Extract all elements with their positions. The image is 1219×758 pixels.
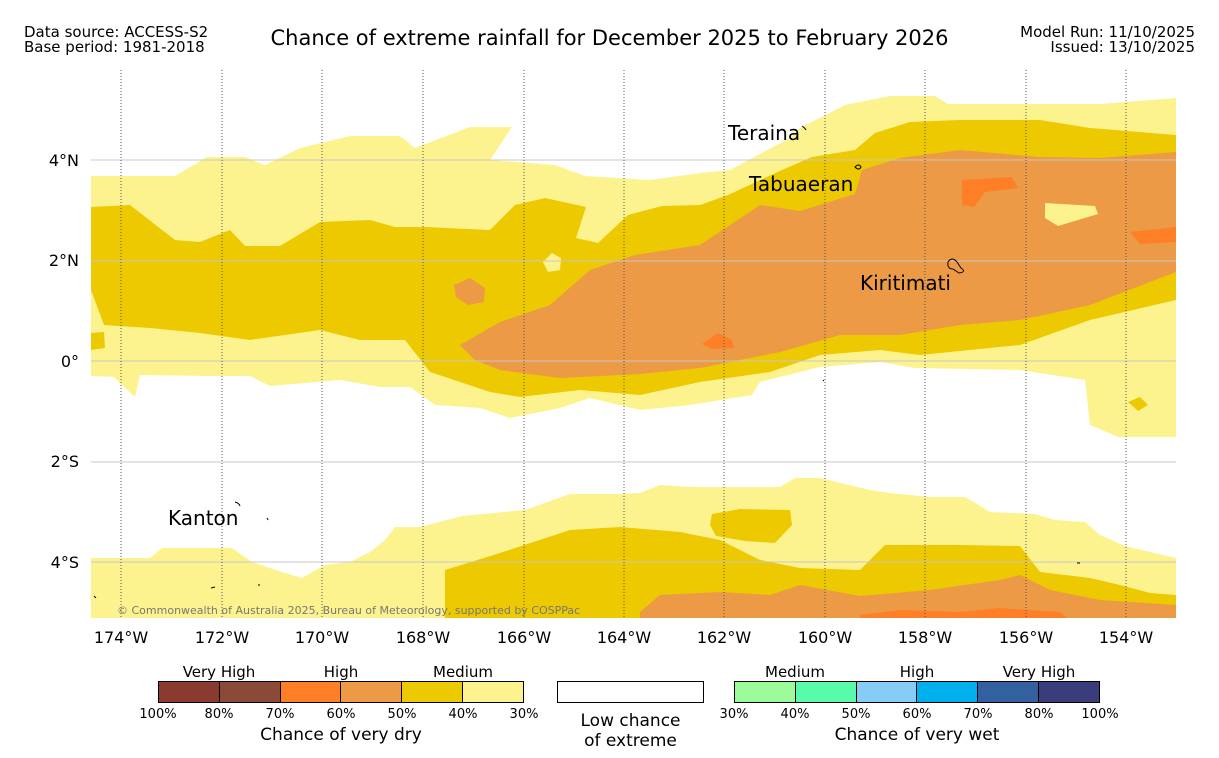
- south-patch-60-70: [860, 608, 1068, 618]
- dry-swatch-70-80: [219, 682, 281, 702]
- south-patch-40-50: [710, 509, 792, 543]
- wet-caption: Chance of very wet: [834, 725, 1000, 745]
- north-patch-60-70: [962, 177, 1018, 207]
- dry-swatch-50-60: [341, 682, 403, 702]
- lon-label-154w: 154°W: [1098, 628, 1154, 647]
- north-zone-50-60: [460, 150, 1176, 378]
- north-patch-30-40: [1045, 203, 1098, 226]
- copyright-notice: © Commonwealth of Australia 2025, Bureau…: [117, 604, 581, 617]
- north-patch-60-70: [1130, 227, 1176, 244]
- dry-tick-80: 80%: [204, 707, 234, 722]
- wet-swatch-50-60: [856, 682, 918, 702]
- dry-group-medium: Medium: [433, 663, 493, 681]
- wet-swatch-80-100: [1039, 682, 1099, 702]
- issued-label: Issued: 13/10/2025: [1050, 38, 1195, 56]
- longitude-gridlines: [120, 70, 1127, 618]
- wet-tick-50: 50%: [841, 707, 871, 722]
- wet-tick-70: 70%: [963, 707, 993, 722]
- wet-group-very-high: Very High: [1002, 663, 1076, 681]
- latitude-gridlines: [91, 159, 1176, 563]
- dry-group-high: High: [323, 663, 359, 681]
- data-source-label: Data source: ACCESS-S2: [24, 23, 209, 41]
- base-period-label: Base period: 1981-2018: [24, 38, 205, 56]
- place-label-kiritimati: Kiritimati: [860, 271, 951, 295]
- lon-label-162w: 162°W: [696, 628, 752, 647]
- lat-label-2n: 2°N: [48, 251, 79, 270]
- wet-colorbar: [734, 681, 1100, 703]
- lon-label-164w: 164°W: [596, 628, 652, 647]
- low-chance-line2: of extreme: [584, 731, 677, 751]
- dry-tick-30: 30%: [509, 707, 539, 722]
- low-chance-swatch: [557, 681, 704, 703]
- lon-label-168w: 168°W: [395, 628, 451, 647]
- lon-label-174w: 174°W: [93, 628, 149, 647]
- lon-label-156w: 156°W: [998, 628, 1054, 647]
- dry-swatch-80-100: [159, 682, 220, 702]
- lon-label-158w: 158°W: [897, 628, 953, 647]
- dry-colorbar: [158, 681, 524, 703]
- wet-swatch-60-70: [917, 682, 979, 702]
- dry-tick-70: 70%: [265, 707, 295, 722]
- dry-tick-60: 60%: [326, 707, 356, 722]
- south-zone-50-60: [640, 575, 1176, 618]
- dry-group-very-high: Very High: [182, 663, 256, 681]
- place-label-kanton: Kanton: [168, 506, 239, 530]
- wet-group-high: High: [899, 663, 935, 681]
- dry-swatch-60-70: [280, 682, 342, 702]
- wet-swatch-70-80: [978, 682, 1040, 702]
- dry-swatch-30-40: [463, 682, 523, 702]
- low-chance-line1: Low chance: [580, 711, 681, 731]
- place-label-tabuaeran: Tabuaeran: [749, 172, 854, 196]
- lon-label-160w: 160°W: [797, 628, 853, 647]
- dry-swatch-40-50: [402, 682, 464, 702]
- dry-tick-50: 50%: [387, 707, 417, 722]
- lat-label-2s: 2°S: [50, 452, 79, 471]
- wet-tick-100: 100%: [1081, 707, 1119, 722]
- lon-label-166w: 166°W: [496, 628, 552, 647]
- lat-label-4s: 4°S: [50, 553, 79, 572]
- dry-tick-40: 40%: [448, 707, 478, 722]
- map-title: Chance of extreme rainfall for December …: [270, 26, 949, 50]
- wet-tick-60: 60%: [902, 707, 932, 722]
- lon-label-170w: 170°W: [294, 628, 350, 647]
- lon-label-172w: 172°W: [194, 628, 250, 647]
- north-patch-50-60: [454, 278, 485, 305]
- wet-swatch-40-50: [795, 682, 857, 702]
- lat-label-0: 0°: [60, 352, 79, 371]
- wet-tick-30: 30%: [719, 707, 749, 722]
- north-patch-40-50: [91, 332, 105, 350]
- place-label-teraina: Teraina: [728, 121, 801, 145]
- wet-group-medium: Medium: [765, 663, 825, 681]
- wet-tick-40: 40%: [780, 707, 810, 722]
- dry-tick-100: 100%: [139, 707, 177, 722]
- dry-caption: Chance of very dry: [260, 725, 422, 745]
- coastlines: [93, 125, 1080, 599]
- north-patch-40-50: [1128, 397, 1148, 411]
- north-patch-30-40: [543, 253, 561, 272]
- wet-tick-80: 80%: [1024, 707, 1054, 722]
- wet-swatch-30-40: [735, 682, 796, 702]
- lat-label-4n: 4°N: [48, 151, 79, 170]
- model-run-label: Model Run: 11/10/2025: [1020, 23, 1195, 41]
- north-patch-60-70: [702, 333, 734, 349]
